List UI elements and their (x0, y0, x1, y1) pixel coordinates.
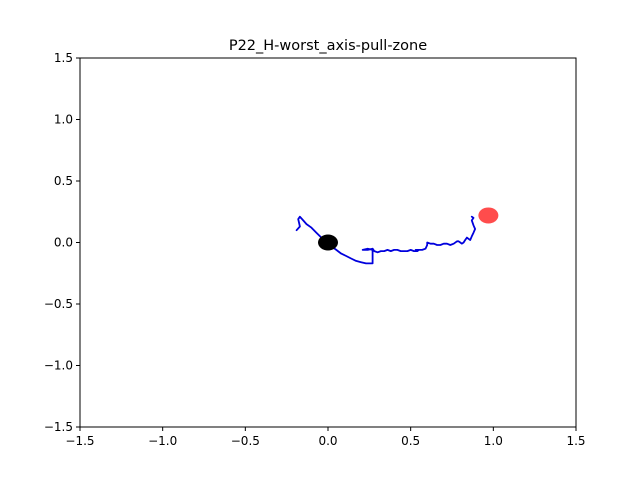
y-tick-label: 0.5 (54, 174, 73, 188)
x-tick-label: −1.0 (148, 434, 177, 448)
x-tick-label: −1.5 (65, 434, 94, 448)
y-tick-label: −1.5 (44, 420, 73, 434)
trajectory-line (295, 215, 477, 265)
plot-content (295, 207, 499, 265)
axes-frame (79, 57, 577, 428)
x-tick-label: 0.0 (318, 434, 337, 448)
y-tick-label: 1.0 (54, 113, 73, 127)
x-tick-label: −0.5 (231, 434, 260, 448)
target-marker (478, 207, 499, 224)
x-tick-label: 1.0 (484, 434, 503, 448)
x-tick-label: 0.5 (401, 434, 420, 448)
y-tick-label: −0.5 (44, 297, 73, 311)
axis-ticks: −1.5 −1.0 −0.5 0.0 0.5 1.0 1.5 1.5 1.0 0.5 0.0 −0.5… (44, 51, 586, 448)
y-tick-label: −1.0 (44, 359, 73, 373)
y-tick-label: 1.5 (54, 51, 73, 65)
x-tick-label: 1.5 (566, 434, 585, 448)
y-tick-label: 0.0 (54, 236, 73, 250)
chart-title: P22_H-worst_axis-pull-zone (229, 38, 427, 54)
start-marker (318, 234, 338, 251)
